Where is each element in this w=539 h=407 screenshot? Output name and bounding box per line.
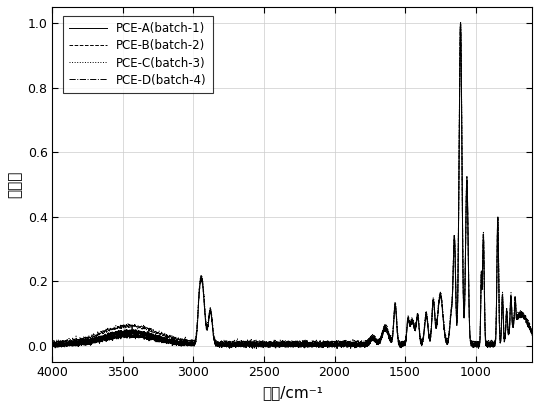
- PCE-A(batch-1): [263, 343, 270, 348]
- Line: PCE-D(batch-4): PCE-D(batch-4): [52, 23, 532, 348]
- PCE-C(batch-3): [257, 343, 263, 348]
- PCE-C(batch-3): [382, 323, 389, 328]
- PCE-B(batch-2): [267, 342, 273, 347]
- PCE-A(batch-1): [483, 341, 490, 346]
- PCE-C(batch-3): [258, 339, 264, 344]
- PCE-B(batch-2): [529, 331, 535, 336]
- PCE-B(batch-2): [258, 340, 264, 345]
- PCE-A(batch-1): [250, 343, 257, 348]
- Legend: PCE-A(batch-1), PCE-B(batch-2), PCE-C(batch-3), PCE-D(batch-4): PCE-A(batch-1), PCE-B(batch-2), PCE-C(ba…: [63, 16, 213, 93]
- PCE-A(batch-1): [529, 333, 535, 338]
- PCE-C(batch-3): [49, 340, 56, 345]
- PCE-A(batch-1): [382, 326, 389, 331]
- PCE-B(batch-2): [49, 340, 56, 345]
- PCE-B(batch-2): [263, 342, 270, 347]
- PCE-A(batch-1): [258, 343, 264, 348]
- PCE-A(batch-1): [267, 345, 273, 350]
- PCE-D(batch-4): [457, 21, 464, 26]
- PCE-C(batch-3): [250, 340, 257, 345]
- PCE-C(batch-3): [267, 341, 273, 346]
- PCE-D(batch-4): [267, 342, 273, 347]
- Y-axis label: 吸光度: 吸光度: [7, 171, 22, 198]
- PCE-C(batch-3): [529, 328, 535, 333]
- PCE-D(batch-4): [49, 340, 56, 345]
- PCE-D(batch-4): [243, 345, 249, 350]
- PCE-C(batch-3): [458, 20, 464, 25]
- PCE-C(batch-3): [483, 340, 490, 345]
- PCE-B(batch-2): [483, 342, 490, 347]
- Line: PCE-B(batch-2): PCE-B(batch-2): [52, 24, 532, 347]
- PCE-A(batch-1): [49, 341, 56, 346]
- PCE-B(batch-2): [255, 345, 262, 350]
- PCE-B(batch-2): [457, 21, 464, 26]
- X-axis label: 波数/cm⁻¹: 波数/cm⁻¹: [262, 385, 323, 400]
- PCE-D(batch-4): [258, 341, 264, 346]
- PCE-B(batch-2): [250, 339, 257, 344]
- Line: PCE-A(batch-1): PCE-A(batch-1): [52, 23, 532, 349]
- PCE-C(batch-3): [263, 340, 270, 345]
- PCE-A(batch-1): [334, 346, 340, 351]
- Line: PCE-C(batch-3): PCE-C(batch-3): [52, 22, 532, 346]
- PCE-D(batch-4): [483, 342, 490, 347]
- PCE-B(batch-2): [382, 326, 389, 331]
- PCE-D(batch-4): [263, 343, 270, 348]
- PCE-D(batch-4): [382, 326, 389, 331]
- PCE-A(batch-1): [457, 21, 464, 26]
- PCE-D(batch-4): [251, 340, 257, 345]
- PCE-D(batch-4): [529, 329, 535, 334]
